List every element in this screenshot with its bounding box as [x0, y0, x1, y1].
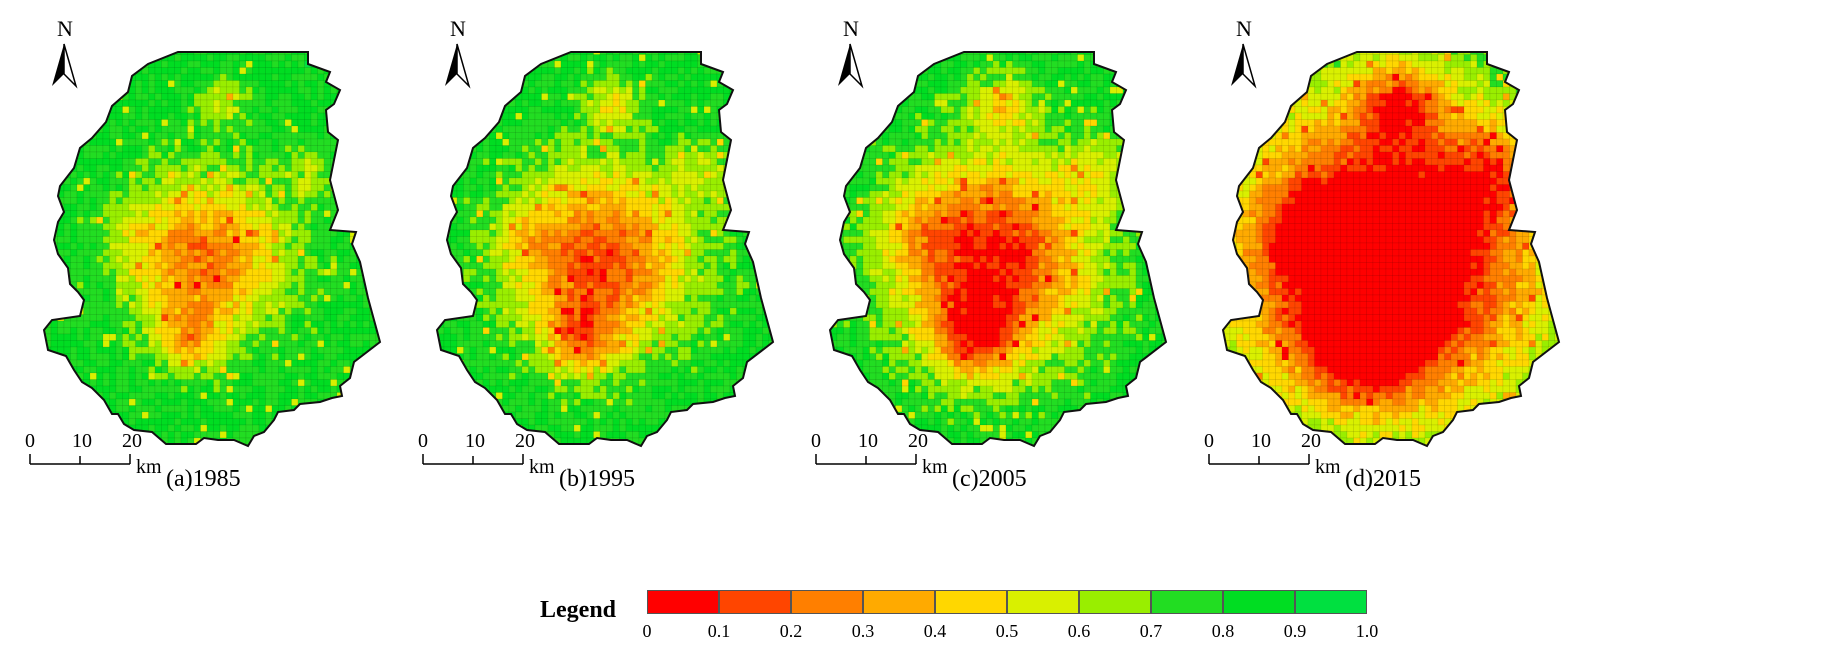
north-label: N [450, 16, 466, 41]
legend-swatch [1223, 590, 1295, 614]
legend-tick-label: 0.1 [707, 621, 731, 641]
boundary-outline [828, 51, 1168, 448]
grid-map [815, 43, 1168, 465]
scale-tick-label: 20 [1301, 430, 1321, 452]
grid-map [422, 43, 775, 465]
scale-bar [815, 454, 917, 465]
scale-tick-label: 10 [465, 430, 485, 452]
grid-cells [1223, 52, 1559, 446]
scale-tick-label: 10 [72, 430, 92, 452]
panel-label: (d)2015 [1345, 466, 1421, 492]
legend-tick-label: 0.4 [923, 621, 947, 641]
north-label: N [843, 16, 859, 41]
legend-tick-label: 0.3 [851, 621, 875, 641]
map-panel: N 0 10 20 km (c)2005 [794, 0, 1254, 580]
scale-unit: km [136, 456, 162, 478]
legend-swatch [791, 590, 863, 614]
north-label: N [1236, 16, 1252, 41]
north-arrow-icon [52, 43, 78, 89]
legend-swatch [935, 590, 1007, 614]
legend: Legend 0 0.1 0.2 0.3 0.4 0.5 0.6 0.7 0.8 0.9 1.0 [540, 585, 1420, 653]
map-panel: N 0 10 20 km (a)1985 [8, 0, 468, 580]
legend-swatch [1079, 590, 1151, 614]
panel-label: (a)1985 [166, 466, 241, 492]
scale-tick-label: 0 [811, 430, 821, 452]
scale-bar [29, 454, 131, 465]
legend-swatch [1295, 590, 1367, 614]
grid-cells [44, 52, 380, 446]
legend-tick-label: 0.7 [1139, 621, 1163, 641]
panel-label: (b)1995 [559, 466, 635, 492]
legend-tick-label: 0.5 [995, 621, 1019, 641]
legend-tick-label: 0.8 [1211, 621, 1235, 641]
boundary-outline [42, 51, 382, 448]
legend-swatch [863, 590, 935, 614]
grid-map [1208, 43, 1561, 465]
scale-tick-label: 0 [1204, 430, 1214, 452]
scale-tick-label: 10 [1251, 430, 1271, 452]
scale-unit: km [529, 456, 555, 478]
north-arrow-icon [838, 43, 864, 89]
map-panel: N 0 10 20 km (b)1995 [401, 0, 861, 580]
legend-color-bar [647, 590, 1367, 614]
panel-label: (c)2005 [952, 466, 1027, 492]
north-arrow-icon [445, 43, 471, 89]
scale-tick-label: 20 [122, 430, 142, 452]
map-panel: N 0 10 20 km (d)2015 [1187, 0, 1647, 580]
scale-bar [1208, 454, 1310, 465]
scale-tick-label: 0 [418, 430, 428, 452]
legend-tick-label: 0.6 [1067, 621, 1091, 641]
scale-tick-label: 0 [25, 430, 35, 452]
scale-unit: km [922, 456, 948, 478]
legend-tick-label: 0 [642, 621, 652, 641]
legend-tick-label: 0.2 [779, 621, 803, 641]
north-arrow-icon [1231, 43, 1257, 89]
legend-swatch [647, 590, 719, 614]
scale-tick-label: 20 [908, 430, 928, 452]
legend-swatch [719, 590, 791, 614]
legend-tick-label: 1.0 [1355, 621, 1379, 641]
legend-swatch [1007, 590, 1079, 614]
scale-tick-label: 10 [858, 430, 878, 452]
legend-tick-label: 0.9 [1283, 621, 1307, 641]
legend-title: Legend [540, 597, 617, 623]
boundary-outline [435, 51, 775, 448]
legend-swatch [1151, 590, 1223, 614]
scale-tick-label: 20 [515, 430, 535, 452]
grid-map [29, 43, 382, 465]
boundary-outline [1221, 51, 1561, 448]
scale-bar [422, 454, 524, 465]
grid-cells [830, 52, 1166, 446]
grid-cells [437, 52, 773, 446]
scale-unit: km [1315, 456, 1341, 478]
north-label: N [57, 16, 73, 41]
